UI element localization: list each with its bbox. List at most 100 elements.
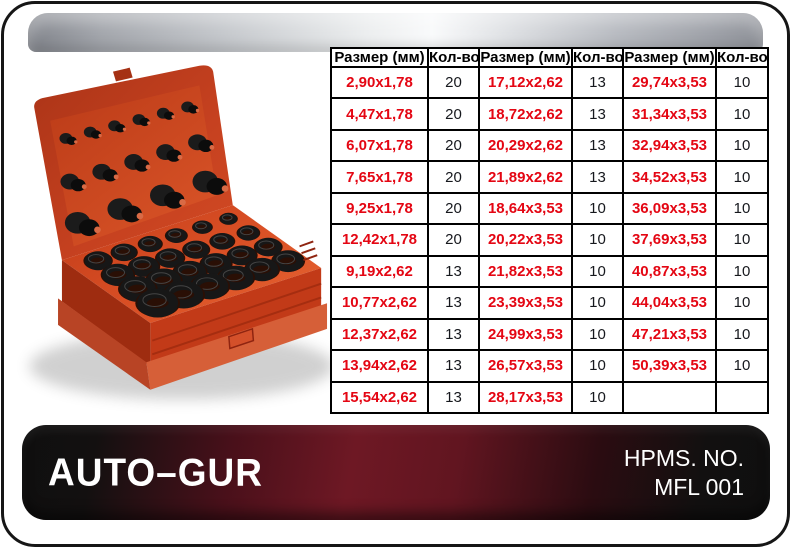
- size-cell: 20,29x2,62: [478, 128, 573, 163]
- size-cell: 37,69x3,53: [622, 223, 717, 257]
- column-header-size-2: Размер (мм): [478, 47, 573, 68]
- size-cell: 23,39x3,53: [478, 286, 573, 320]
- box-clasp: [228, 327, 255, 350]
- size-cell: 24,99x3,53: [478, 317, 573, 352]
- qty-cell: 13: [427, 380, 480, 415]
- size-cell: 28,17x3,53: [478, 380, 573, 415]
- qty-cell: 10: [571, 380, 624, 415]
- size-table-container: Размер (мм) Кол-во Размер (мм) Кол-во Ра…: [330, 47, 769, 415]
- size-cell: 21,82x3,53: [478, 254, 573, 289]
- size-cell: 20,22x3,53: [478, 223, 573, 257]
- table-row: 15,54x2,62 13 28,17x3,53 10: [330, 380, 769, 415]
- qty-cell: 10: [715, 191, 769, 226]
- qty-cell: 10: [571, 286, 624, 320]
- size-cell: 18,72x2,62: [478, 97, 573, 131]
- qty-cell: 13: [427, 317, 480, 352]
- qty-cell: 10: [571, 223, 624, 257]
- size-cell: 10,77x2,62: [330, 286, 429, 320]
- qty-cell: 10: [571, 349, 624, 383]
- base-oring-wells: [83, 212, 306, 318]
- base-ridges: [151, 282, 322, 356]
- qty-cell: 10: [715, 286, 769, 320]
- header-metallic-banner: [28, 13, 763, 52]
- qty-cell: 10: [571, 191, 624, 226]
- part-number-line2: MFL 001: [654, 473, 744, 500]
- qty-cell: 13: [427, 286, 480, 320]
- column-header-qty-2: Кол-во: [571, 47, 624, 68]
- qty-cell: 10: [571, 317, 624, 352]
- size-cell: 18,64x3,53: [478, 191, 573, 226]
- base-left-face: [61, 260, 151, 367]
- qty-cell: 13: [427, 254, 480, 289]
- qty-cell: 20: [427, 191, 480, 226]
- qty-cell: 10: [715, 254, 769, 289]
- table-header-row: Размер (мм) Кол-во Размер (мм) Кол-во Ра…: [330, 47, 769, 68]
- qty-cell: 20: [427, 97, 480, 131]
- corner-ridges: [299, 240, 318, 262]
- qty-cell: 10: [715, 223, 769, 257]
- size-cell: 15,54x2,62: [330, 380, 429, 415]
- column-header-size-1: Размер (мм): [330, 47, 429, 68]
- qty-cell: 13: [571, 160, 624, 194]
- column-header-size-3: Размер (мм): [622, 47, 717, 68]
- qty-cell: 20: [427, 160, 480, 194]
- size-cell: 12,37x2,62: [330, 317, 429, 352]
- size-cell: 4,47x1,78: [330, 97, 429, 131]
- size-cell: 36,09x3,53: [622, 191, 717, 226]
- table-row: 9,19x2,62 13 21,82x3,53 10 40,87x3,53 10: [330, 254, 769, 289]
- qty-cell: 20: [427, 128, 480, 163]
- column-header-qty-1: Кол-во: [427, 47, 480, 68]
- size-cell: 9,25x1,78: [330, 191, 429, 226]
- qty-cell: 13: [571, 128, 624, 163]
- part-number-line1: HPMS. NO.: [623, 444, 744, 471]
- tray-left-face: [58, 298, 151, 390]
- size-cell: 31,34x3,53: [622, 97, 717, 131]
- size-cell: 7,65x1,78: [330, 160, 429, 194]
- qty-cell: 13: [427, 349, 480, 383]
- table-row: 10,77x2,62 13 23,39x3,53 10 44,04x3,53 10: [330, 286, 769, 320]
- table-row: 12,42x1,78 20 20,22x3,53 10 37,69x3,53 10: [330, 223, 769, 257]
- size-cell: 34,52x3,53: [622, 160, 717, 194]
- table-row: 6,07x1,78 20 20,29x2,62 13 32,94x3,53 10: [330, 128, 769, 163]
- qty-cell: 10: [715, 160, 769, 194]
- column-header-qty-3: Кол-во: [715, 47, 769, 68]
- qty-cell: 13: [571, 65, 624, 100]
- table-row: 7,65x1,78 20 21,89x2,62 13 34,52x3,53 10: [330, 160, 769, 194]
- qty-cell: 10: [715, 349, 769, 383]
- oring-table-body: 2,90x1,78 20 17,12x2,62 13 29,74x3,53 10 4,47x…: [330, 65, 769, 415]
- qty-cell: [715, 380, 769, 415]
- brand-logo: AUTO–GUR: [48, 450, 263, 494]
- size-cell: 9,19x2,62: [330, 254, 429, 289]
- size-cell: 44,04x3,53: [622, 286, 717, 320]
- part-number: HPMS. NO. MFL 001: [624, 444, 744, 502]
- size-cell: 17,12x2,62: [478, 65, 573, 100]
- oring-kit-photo: [29, 65, 330, 400]
- size-cell: 6,07x1,78: [330, 128, 429, 163]
- table-row: 4,47x1,78 20 18,72x2,62 13 31,34x3,53 10: [330, 97, 769, 131]
- size-cell: 29,74x3,53: [622, 65, 717, 100]
- qty-cell: 10: [715, 97, 769, 131]
- table-row: 12,37x2,62 13 24,99x3,53 10 47,21x3,53 10: [330, 317, 769, 352]
- size-cell: 13,94x2,62: [330, 349, 429, 383]
- qty-cell: 20: [427, 65, 480, 100]
- lid-tab: [113, 67, 133, 82]
- qty-cell: 10: [715, 128, 769, 163]
- qty-cell: 20: [427, 223, 480, 257]
- table-row: 2,90x1,78 20 17,12x2,62 13 29,74x3,53 10: [330, 65, 769, 100]
- lid-oring-pegs: [59, 101, 229, 237]
- qty-cell: 13: [571, 97, 624, 131]
- size-cell: 40,87x3,53: [622, 254, 717, 289]
- qty-cell: 10: [715, 65, 769, 100]
- size-cell: 32,94x3,53: [622, 128, 717, 163]
- size-cell: 26,57x3,53: [478, 349, 573, 383]
- table-row: 13,94x2,62 13 26,57x3,53 10 50,39x3,53 10: [330, 349, 769, 383]
- size-cell: 50,39x3,53: [622, 349, 717, 383]
- table-row: 9,25x1,78 20 18,64x3,53 10 36,09x3,53 10: [330, 191, 769, 226]
- size-cell: 2,90x1,78: [330, 65, 429, 100]
- qty-cell: 10: [571, 254, 624, 289]
- size-cell: 21,89x2,62: [478, 160, 573, 194]
- size-cell: 12,42x1,78: [330, 223, 429, 257]
- brand-bar: AUTO–GUR HPMS. NO. MFL 001: [22, 425, 770, 520]
- size-cell: [622, 380, 717, 415]
